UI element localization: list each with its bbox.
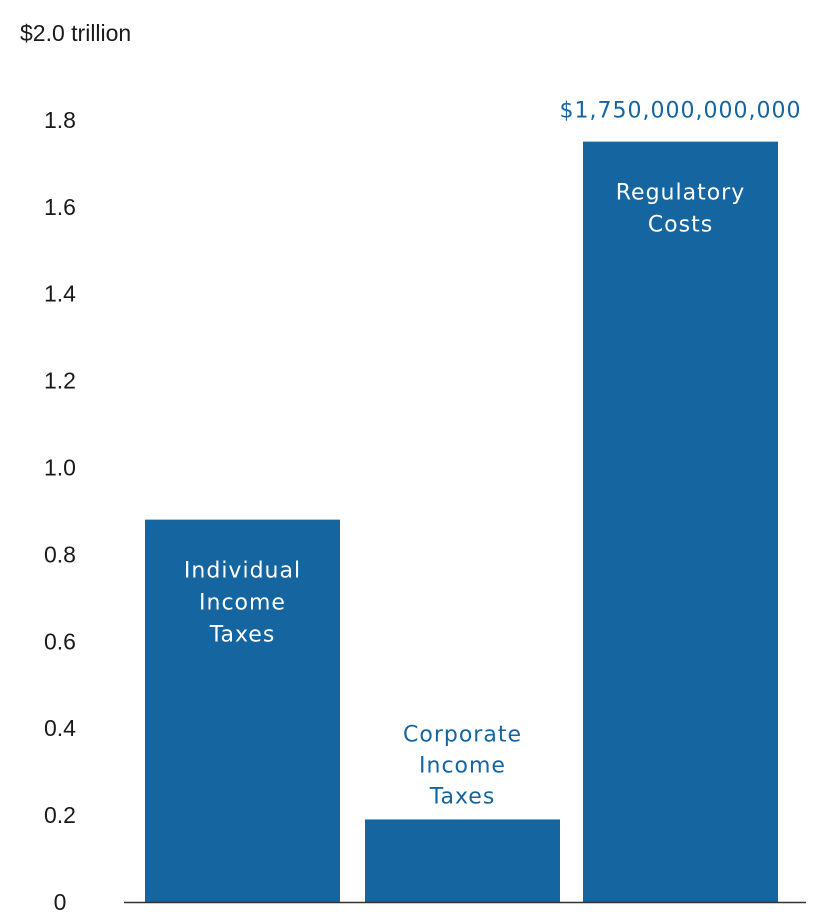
y-tick-label: 0	[54, 889, 67, 912]
category-label: Costs	[648, 213, 713, 238]
y-tick-label: 0.8	[44, 541, 76, 567]
category-label: Corporate	[403, 722, 522, 747]
y-tick-label: 1.8	[44, 107, 76, 133]
bar	[583, 141, 778, 902]
bar	[145, 519, 340, 902]
y-tick-label: 1.0	[44, 455, 76, 481]
y-tick-label: 0.4	[44, 715, 76, 741]
y-tick-label: 1.6	[44, 194, 76, 220]
category-label: Taxes	[209, 623, 276, 648]
bar	[365, 819, 560, 902]
y-tick-label: 0.2	[44, 802, 76, 828]
category-label: Taxes	[429, 784, 496, 809]
y-tick-label: 1.2	[44, 368, 76, 394]
category-label: Regulatory	[616, 181, 746, 206]
y-axis-unit-label: $2.0 trillion	[20, 20, 131, 46]
data-label: $1,750,000,000,000	[560, 99, 802, 124]
category-label: Individual	[184, 559, 301, 584]
category-label: Income	[199, 591, 286, 616]
y-tick-label: 0.6	[44, 628, 76, 654]
category-label: Income	[419, 753, 506, 778]
y-tick-label: 1.4	[44, 281, 76, 307]
